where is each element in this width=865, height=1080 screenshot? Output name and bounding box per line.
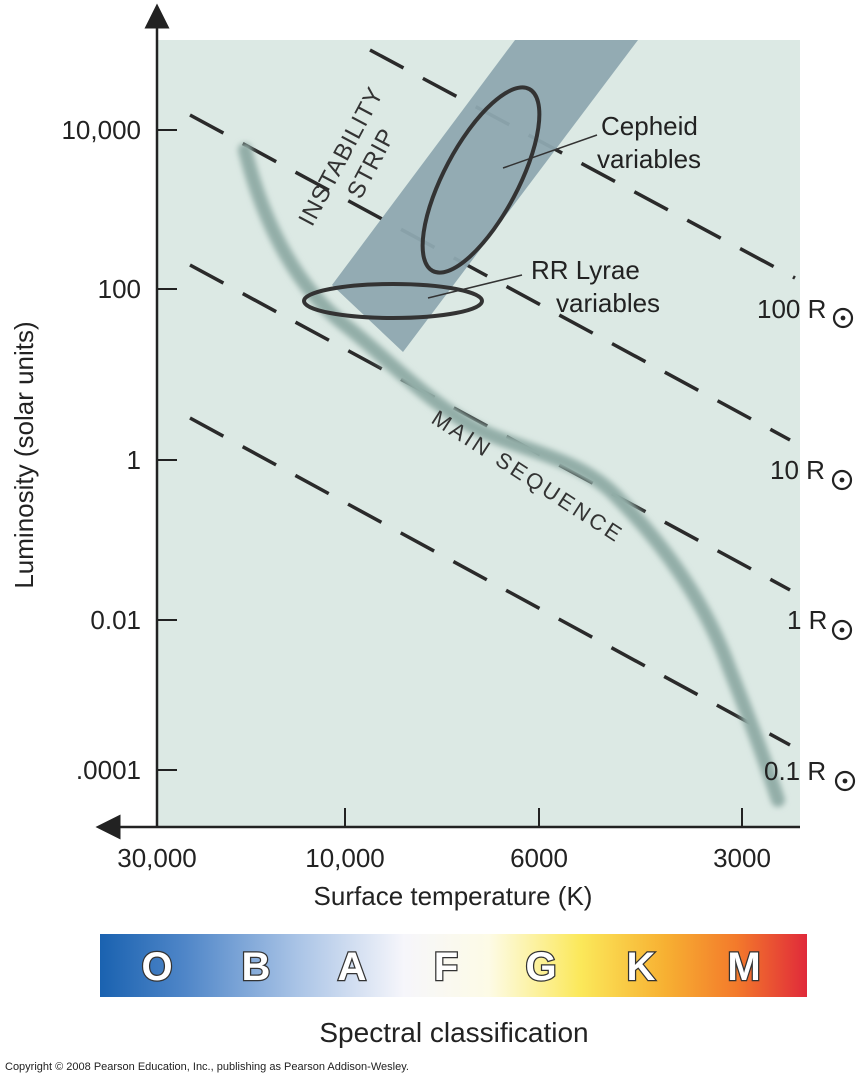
rr-lyrae-leader — [427, 274, 523, 299]
rr-lyrae-label-line1: RR Lyrae — [531, 255, 640, 285]
spectral-class-f: F — [434, 945, 458, 989]
sun-icon — [831, 469, 853, 491]
radius-label-0.1: 0.1 R — [764, 756, 826, 786]
sun-icon — [834, 770, 856, 792]
x-axis-title: Surface temperature (K) — [314, 881, 593, 911]
sun-icon — [831, 619, 853, 641]
radius-line-10 — [189, 113, 791, 442]
radius-label-10: 10 R — [770, 455, 825, 485]
cepheid-label-line1: Cepheid — [601, 111, 698, 141]
spectral-class-o: O — [141, 945, 172, 989]
main-sequence-band — [238, 143, 785, 807]
x-tick-label: 3000 — [713, 843, 771, 873]
y-tick-label: 1 — [127, 445, 141, 475]
rr-lyrae-label: RR Lyrae variables — [531, 255, 660, 318]
spectral-class-m: M — [727, 945, 760, 989]
radius-line-100 — [369, 48, 796, 280]
radius-labels: 100 R 10 R 1 R 0.1 R — [757, 294, 856, 792]
y-tick-label: 100 — [98, 274, 141, 304]
x-tick-label: 30,000 — [117, 843, 197, 873]
x-ticks — [344, 808, 743, 827]
spectral-title: Spectral classification — [319, 1017, 588, 1048]
y-axis-title: Luminosity (solar units) — [9, 321, 39, 588]
radius-label-100: 100 R — [757, 294, 826, 324]
cepheid-label-line2: variables — [597, 144, 701, 174]
radius-line-0.1 — [189, 416, 791, 747]
y-ticks — [157, 129, 177, 771]
copyright-notice: Copyright © 2008 Pearson Education, Inc.… — [5, 1061, 409, 1073]
radius-line-1 — [189, 263, 791, 592]
y-tick-label: .0001 — [76, 755, 141, 785]
x-tick-label: 6000 — [510, 843, 568, 873]
spectral-class-a: A — [338, 945, 367, 989]
spectral-classes: O B A F G K M — [140, 944, 762, 991]
cepheid-label: Cepheid variables — [597, 111, 705, 174]
y-tick-labels: 10,000 100 1 0.01 .0001 — [61, 115, 141, 785]
y-tick-label: 0.01 — [90, 605, 141, 635]
rr-lyrae-ellipse — [302, 282, 484, 320]
spectral-class-b: B — [242, 945, 271, 989]
radius-lines — [189, 48, 796, 747]
spectral-class-k: K — [627, 945, 656, 989]
spectral-class-g: G — [525, 945, 556, 989]
x-tick-labels: 30,000 10,000 6000 3000 — [117, 843, 771, 873]
cepheid-leader — [502, 134, 598, 169]
cepheid-ellipse — [420, 85, 542, 275]
sun-icon — [832, 307, 854, 329]
y-tick-label: 10,000 — [61, 115, 141, 145]
radius-label-1: 1 R — [787, 605, 827, 635]
spectral-bar — [100, 934, 807, 997]
rr-lyrae-label-line2: variables — [556, 288, 660, 318]
x-tick-label: 10,000 — [305, 843, 385, 873]
instability-strip — [332, 40, 638, 352]
